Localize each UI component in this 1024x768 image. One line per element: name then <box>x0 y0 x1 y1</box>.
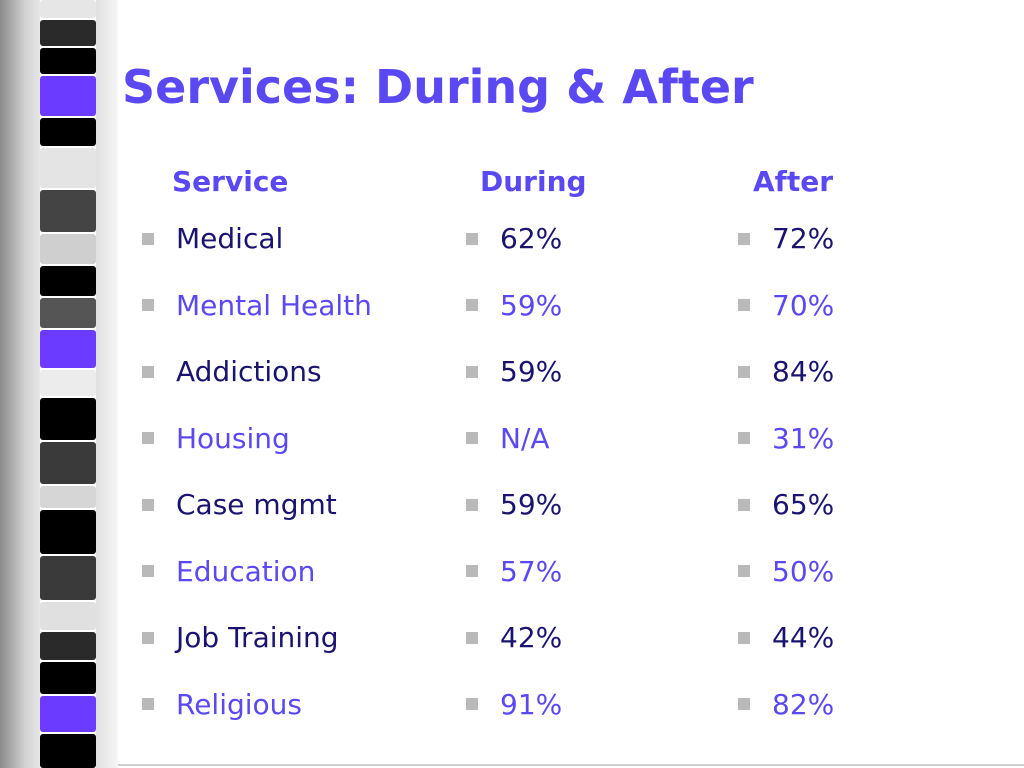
after-value: 70% <box>772 288 835 322</box>
during-value: 62% <box>500 222 563 255</box>
cell-service: Medical <box>142 222 283 255</box>
square-bullet-icon <box>738 631 750 644</box>
during-value: 42% <box>500 621 563 654</box>
service-value: Medical <box>176 222 284 255</box>
square-bullet-icon <box>738 299 750 311</box>
square-bullet-icon <box>466 299 478 311</box>
header-after: After <box>753 165 834 198</box>
cell-after: 82% <box>738 688 834 721</box>
square-bullet-icon <box>142 565 154 577</box>
cell-during: 62% <box>466 222 562 255</box>
cell-after: 44% <box>738 621 834 654</box>
square-bullet-icon <box>142 698 154 710</box>
service-value: Case mgmt <box>176 488 337 521</box>
square-bullet-icon <box>142 498 154 511</box>
cell-during: 59% <box>466 289 562 322</box>
cell-during: N/A <box>466 422 550 455</box>
square-bullet-icon <box>142 432 154 444</box>
service-value: Housing <box>176 421 290 455</box>
header-service: Service <box>172 165 289 198</box>
square-bullet-icon <box>142 299 154 311</box>
cell-service: Housing <box>142 422 290 455</box>
square-bullet-icon <box>142 365 154 378</box>
cell-service: Addictions <box>142 355 322 388</box>
square-bullet-icon <box>142 631 154 644</box>
during-value: 91% <box>500 687 563 721</box>
after-value: 31% <box>772 421 835 455</box>
square-bullet-icon <box>142 232 154 245</box>
square-bullet-icon <box>738 232 750 245</box>
cell-service: Mental Health <box>142 289 372 322</box>
cell-during: 59% <box>466 488 562 521</box>
square-bullet-icon <box>466 631 478 644</box>
service-value: Job Training <box>176 621 339 654</box>
cell-during: 42% <box>466 621 562 654</box>
square-bullet-icon <box>466 498 478 511</box>
during-value: 57% <box>500 554 563 588</box>
cell-service: Religious <box>142 688 302 721</box>
cell-service: Case mgmt <box>142 488 337 521</box>
service-value: Religious <box>176 687 302 721</box>
square-bullet-icon <box>466 232 478 245</box>
cell-after: 50% <box>738 555 834 588</box>
after-value: 84% <box>772 355 835 388</box>
service-value: Mental Health <box>176 288 372 322</box>
cell-during: 57% <box>466 555 562 588</box>
cell-after: 65% <box>738 488 834 521</box>
cell-after: 31% <box>738 422 834 455</box>
square-bullet-icon <box>466 565 478 577</box>
cell-after: 72% <box>738 222 834 255</box>
service-value: Addictions <box>176 355 322 388</box>
cell-service: Education <box>142 555 315 588</box>
during-value: 59% <box>500 488 563 521</box>
after-value: 65% <box>772 488 835 521</box>
cell-after: 70% <box>738 289 834 322</box>
square-bullet-icon <box>738 432 750 444</box>
after-value: 72% <box>772 222 835 255</box>
cell-during: 59% <box>466 355 562 388</box>
square-bullet-icon <box>466 698 478 710</box>
header-during: During <box>480 165 587 198</box>
square-bullet-icon <box>738 565 750 577</box>
cell-during: 91% <box>466 688 562 721</box>
during-value: N/A <box>500 421 550 455</box>
square-bullet-icon <box>738 365 750 378</box>
after-value: 50% <box>772 554 835 588</box>
bottom-divider <box>118 764 1024 766</box>
cell-service: Job Training <box>142 621 339 654</box>
square-bullet-icon <box>738 698 750 710</box>
square-bullet-icon <box>466 365 478 378</box>
service-value: Education <box>176 554 316 588</box>
cell-after: 84% <box>738 355 834 388</box>
during-value: 59% <box>500 355 563 388</box>
after-value: 44% <box>772 621 835 654</box>
decorative-side-strip <box>0 0 118 768</box>
slide-title: Services: During & After <box>122 60 754 114</box>
square-bullet-icon <box>466 432 478 444</box>
after-value: 82% <box>772 687 835 721</box>
square-bullet-icon <box>738 498 750 511</box>
during-value: 59% <box>500 288 563 322</box>
